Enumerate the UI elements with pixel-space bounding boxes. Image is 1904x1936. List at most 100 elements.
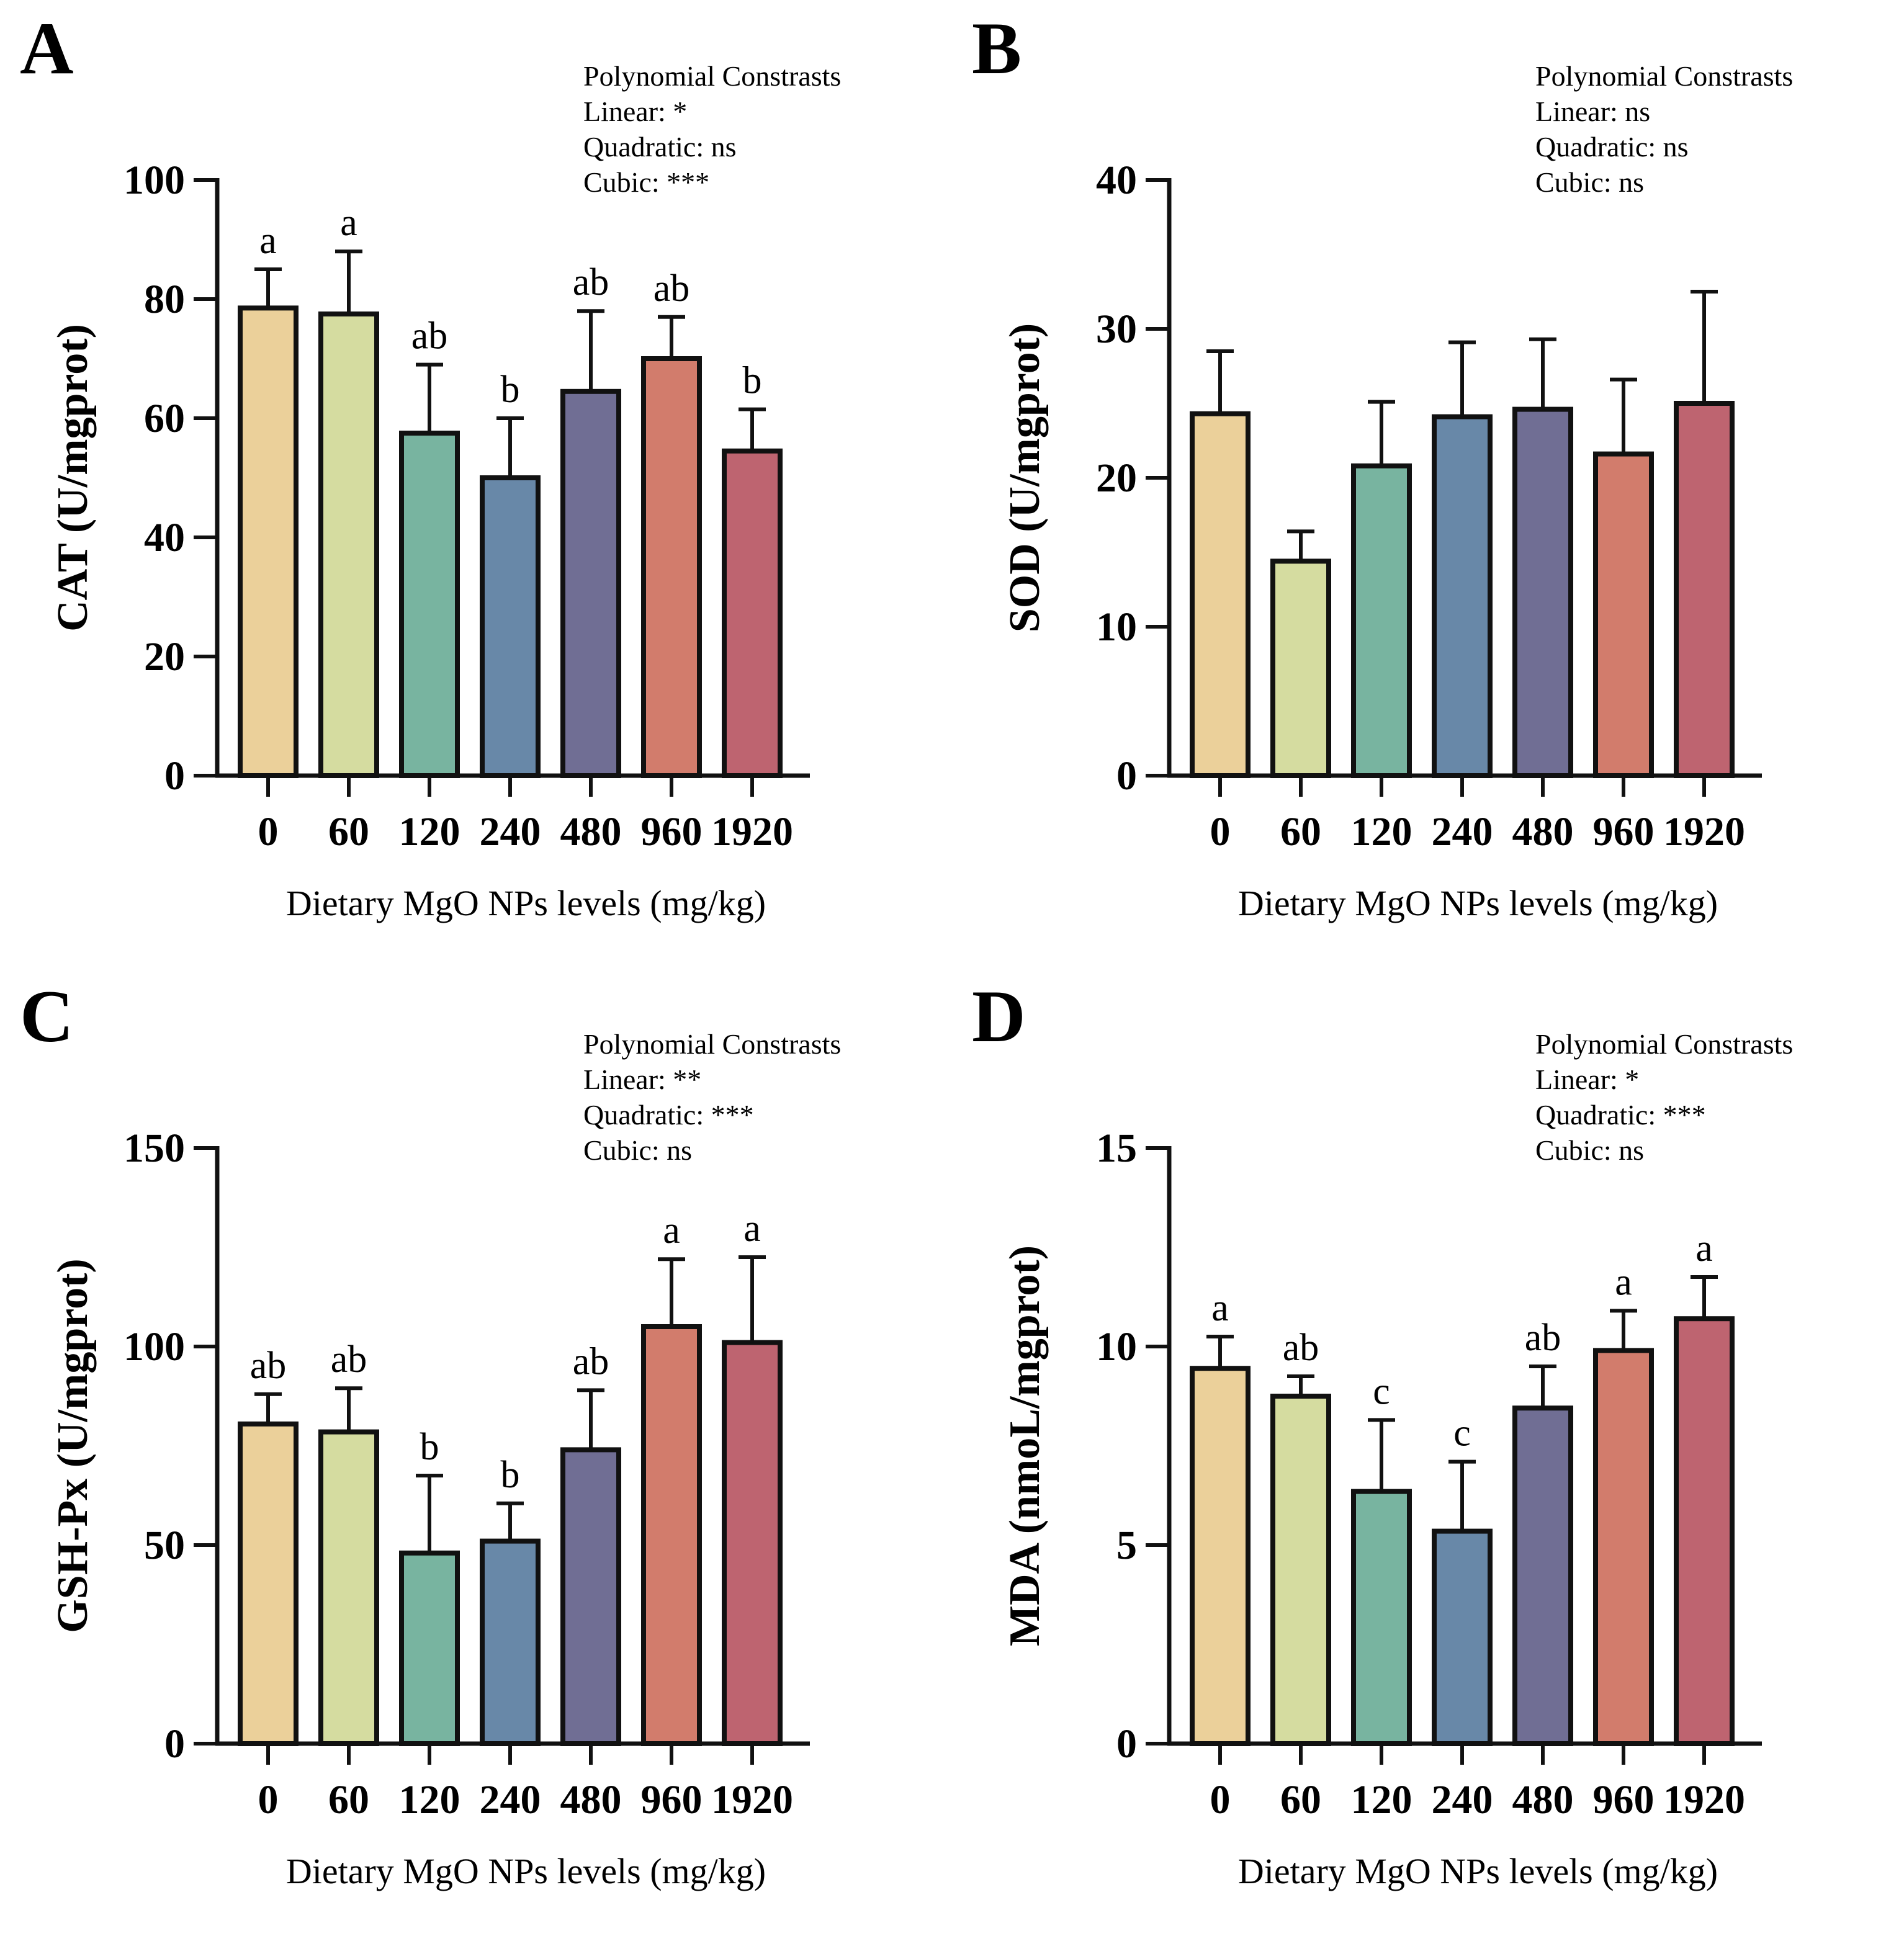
panel-b: B Polynomial Constrasts Linear: ns Quadrati… [952,0,1904,968]
bar [1190,1366,1251,1746]
x-tick-label: 1920 [1663,1777,1745,1822]
x-tick-label: 60 [1280,809,1321,854]
panel-a: A Polynomial Constrasts Linear: * Quadratic… [0,0,952,968]
x-tick-label: 960 [641,1777,703,1822]
x-tick-label: 480 [1512,809,1574,854]
bar [641,356,702,778]
x-tick-label: 480 [560,809,622,854]
x-tick-label: 240 [1432,1777,1493,1822]
x-axis-label: Dietary MgO NPs levels (mg/kg) [286,883,766,923]
significance-label: ab [250,1345,287,1387]
x-axis-label: Dietary MgO NPs levels (mg/kg) [1238,1851,1718,1891]
x-tick-label: 0 [258,1777,279,1822]
contrast-line: Linear: * [1535,1064,1639,1095]
bar [238,1421,299,1746]
x-tick-label: 960 [1593,809,1655,854]
y-tick-label: 20 [144,634,185,679]
bar [1674,1316,1735,1746]
bar [399,431,460,778]
significance-label: c [1453,1412,1471,1454]
y-axis-label: GSH-Px (U/mgprot) [49,1258,97,1633]
x-tick-label: 240 [480,809,541,854]
x-tick-label: 120 [1351,809,1412,854]
bar [1674,401,1735,778]
bar [1432,414,1493,778]
significance-label: a [663,1209,680,1252]
bar [480,1538,541,1746]
y-axis-label: MDA (nmoL/mgprot) [1001,1245,1049,1646]
bar [318,311,379,778]
x-tick-label: 0 [258,809,279,854]
y-tick-label: 15 [1096,1126,1137,1171]
x-tick-label: 960 [641,809,703,854]
x-tick-label: 1920 [711,809,793,854]
x-tick-label: 0 [1210,1777,1231,1822]
y-tick-label: 60 [144,396,185,441]
contrast-line: Polynomial Constrasts [583,1028,841,1060]
x-tick-label: 60 [328,1777,369,1822]
bar [399,1550,460,1746]
chart-c: C Polynomial Constrasts Linear: ** Quadrati… [20,975,841,1891]
bar [318,1429,379,1746]
x-tick-label: 480 [560,1777,622,1822]
x-tick-label: 120 [399,809,460,854]
bar [1512,406,1573,778]
x-tick-label: 960 [1593,1777,1655,1822]
bar [1270,558,1331,779]
x-tick-label: 240 [480,1777,541,1822]
y-tick-label: 0 [1116,753,1137,799]
bar [1432,1528,1493,1746]
x-tick-label: 120 [399,1777,460,1822]
y-tick-label: 30 [1096,307,1137,352]
significance-label: ab [1525,1317,1561,1359]
x-tick-label: 240 [1432,809,1493,854]
significance-label: b [501,1454,520,1496]
contrast-line: Cubic: ns [583,1134,692,1166]
y-tick-label: 0 [164,1721,185,1767]
significance-label: a [743,1208,761,1250]
x-tick-label: 480 [1512,1777,1574,1822]
contrast-line: Cubic: ns [1535,1134,1644,1166]
bar [1512,1405,1573,1746]
y-axis-label: SOD (U/mgprot) [1001,323,1049,632]
bar [1270,1394,1331,1746]
contrast-line: Quadratic: ns [583,131,737,163]
y-tick-label: 100 [123,158,185,203]
bar [560,388,621,778]
panel-letter: D [972,975,1026,1057]
y-axis-label: CAT (U/mgprot) [49,324,97,632]
y-tick-label: 100 [123,1324,185,1369]
x-axis-label: Dietary MgO NPs levels (mg/kg) [286,1851,766,1891]
contrast-line: Cubic: *** [583,166,709,198]
y-tick-label: 0 [1116,1721,1137,1767]
panel-letter: C [20,975,74,1057]
chart-d: D Polynomial Constrasts Linear: * Quadratic… [972,975,1793,1891]
y-tick-label: 5 [1116,1523,1137,1568]
bar [560,1447,621,1747]
significance-label: b [743,360,762,402]
x-tick-label: 1920 [711,1777,793,1822]
significance-label: c [1373,1370,1390,1412]
x-tick-label: 1920 [1663,809,1745,854]
bar [641,1324,702,1746]
significance-label: ab [411,315,448,357]
bar [1351,463,1412,778]
significance-label: b [501,369,520,411]
y-tick-label: 20 [1096,455,1137,501]
bar [1351,1489,1412,1746]
contrast-line: Linear: ** [583,1064,701,1095]
significance-label: ab [573,1340,609,1383]
chart-a: A Polynomial Constrasts Linear: * Quadratic… [20,7,841,923]
panel-letter: A [20,7,74,89]
panel-letter: B [972,7,1022,89]
panel-c: C Polynomial Constrasts Linear: ** Quadrati… [0,968,952,1936]
bar [480,475,541,778]
significance-label: b [420,1426,439,1468]
y-tick-label: 80 [144,277,185,322]
significance-label: ab [653,267,690,310]
y-tick-label: 40 [144,515,185,560]
significance-label: ab [1283,1327,1319,1369]
contrast-line: Cubic: ns [1535,166,1644,198]
bar [1593,451,1654,778]
bar [722,448,783,778]
